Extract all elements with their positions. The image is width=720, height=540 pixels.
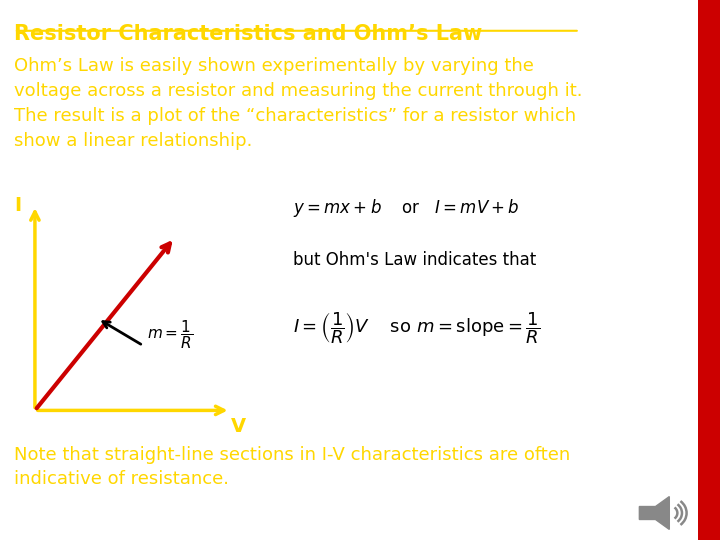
Text: I: I xyxy=(14,195,21,215)
Text: $m = \dfrac{1}{R}$: $m = \dfrac{1}{R}$ xyxy=(147,319,193,351)
Text: Note that straight-line sections in I-V characteristics are often
indicative of : Note that straight-line sections in I-V … xyxy=(14,446,570,489)
Polygon shape xyxy=(639,497,670,529)
Text: but Ohm's Law indicates that: but Ohm's Law indicates that xyxy=(293,251,536,269)
Text: $I = \left(\dfrac{1}{R}\right)V$    so $m = \mathrm{slope} = \dfrac{1}{R}$: $I = \left(\dfrac{1}{R}\right)V$ so $m =… xyxy=(293,310,541,346)
Text: Resistor Characteristics and Ohm’s Law: Resistor Characteristics and Ohm’s Law xyxy=(14,24,482,44)
Text: V: V xyxy=(231,417,246,436)
Text: $y = mx + b$    or   $I = mV + b$: $y = mx + b$ or $I = mV + b$ xyxy=(293,197,520,219)
Text: Ohm’s Law is easily shown experimentally by varying the
voltage across a resisto: Ohm’s Law is easily shown experimentally… xyxy=(14,57,582,150)
